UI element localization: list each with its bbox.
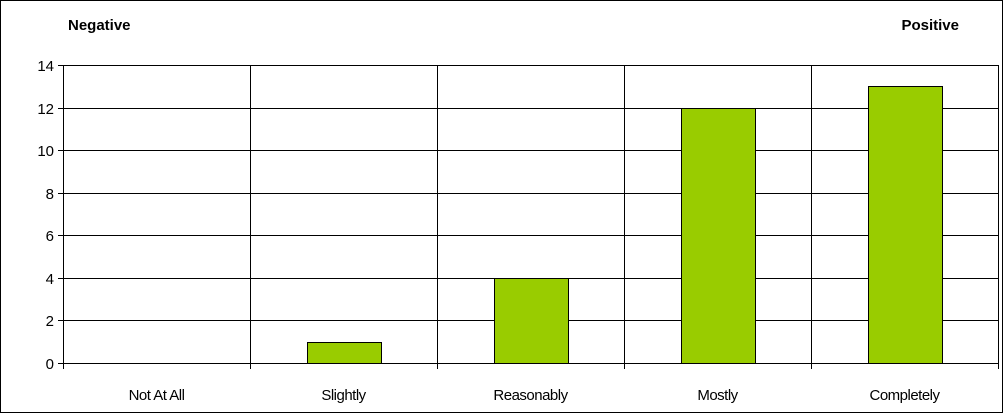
x-category-labels: Not At All Slightly Reasonably Mostly Comple… — [129, 387, 941, 404]
bars-layer — [307, 86, 943, 364]
y-tick-label: 14 — [37, 58, 54, 75]
y-tick-label: 4 — [46, 271, 54, 288]
bar-completely — [868, 86, 943, 364]
y-tick-label: 12 — [37, 101, 54, 118]
y-tick-label: 6 — [46, 228, 54, 245]
y-tick-label: 8 — [46, 186, 54, 203]
y-tick-label: 2 — [46, 313, 54, 330]
y-tick-label: 10 — [37, 143, 54, 160]
y-tick-labels: 0 2 4 6 8 10 12 14 — [37, 58, 54, 373]
axis-layer — [58, 65, 999, 369]
x-category-label: Completely — [869, 387, 940, 404]
grid-layer — [63, 65, 999, 363]
x-category-label: Slightly — [321, 387, 366, 404]
x-category-label: Not At All — [129, 387, 185, 404]
y-tick-label: 0 — [46, 356, 54, 373]
annotation-positive: Positive — [901, 17, 959, 34]
x-category-label: Mostly — [697, 387, 738, 404]
x-category-label: Reasonably — [493, 387, 568, 404]
bar-mostly — [681, 108, 756, 364]
bar-slightly — [307, 342, 382, 364]
bar-reasonably — [494, 278, 569, 364]
annotation-negative: Negative — [68, 17, 131, 34]
